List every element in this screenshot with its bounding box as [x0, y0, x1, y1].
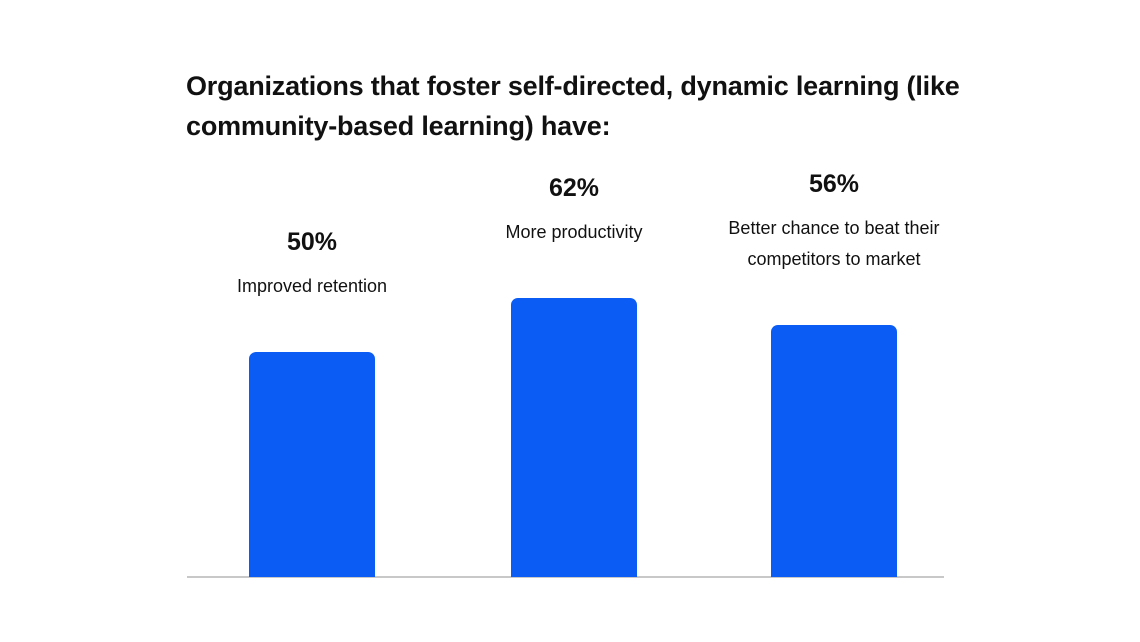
category-label: More productivity [505, 222, 643, 242]
category-label: Better chance to beat their competitors … [728, 218, 940, 269]
category-label: Improved retention [236, 276, 388, 296]
x-axis-line [187, 576, 944, 578]
bar [249, 352, 375, 577]
value-label: 56% [808, 170, 860, 198]
bar-label-group: 62% More productivity [444, 174, 704, 248]
chart-title: Organizations that foster self-directed,… [186, 71, 960, 141]
value-label: 50% [286, 228, 338, 256]
bar-label-group: 56% Better chance to beat their competito… [704, 170, 964, 275]
value-label: 62% [548, 174, 600, 202]
bar [771, 325, 897, 577]
bar [511, 298, 637, 577]
bar-label-group: 50% Improved retention [182, 228, 442, 302]
